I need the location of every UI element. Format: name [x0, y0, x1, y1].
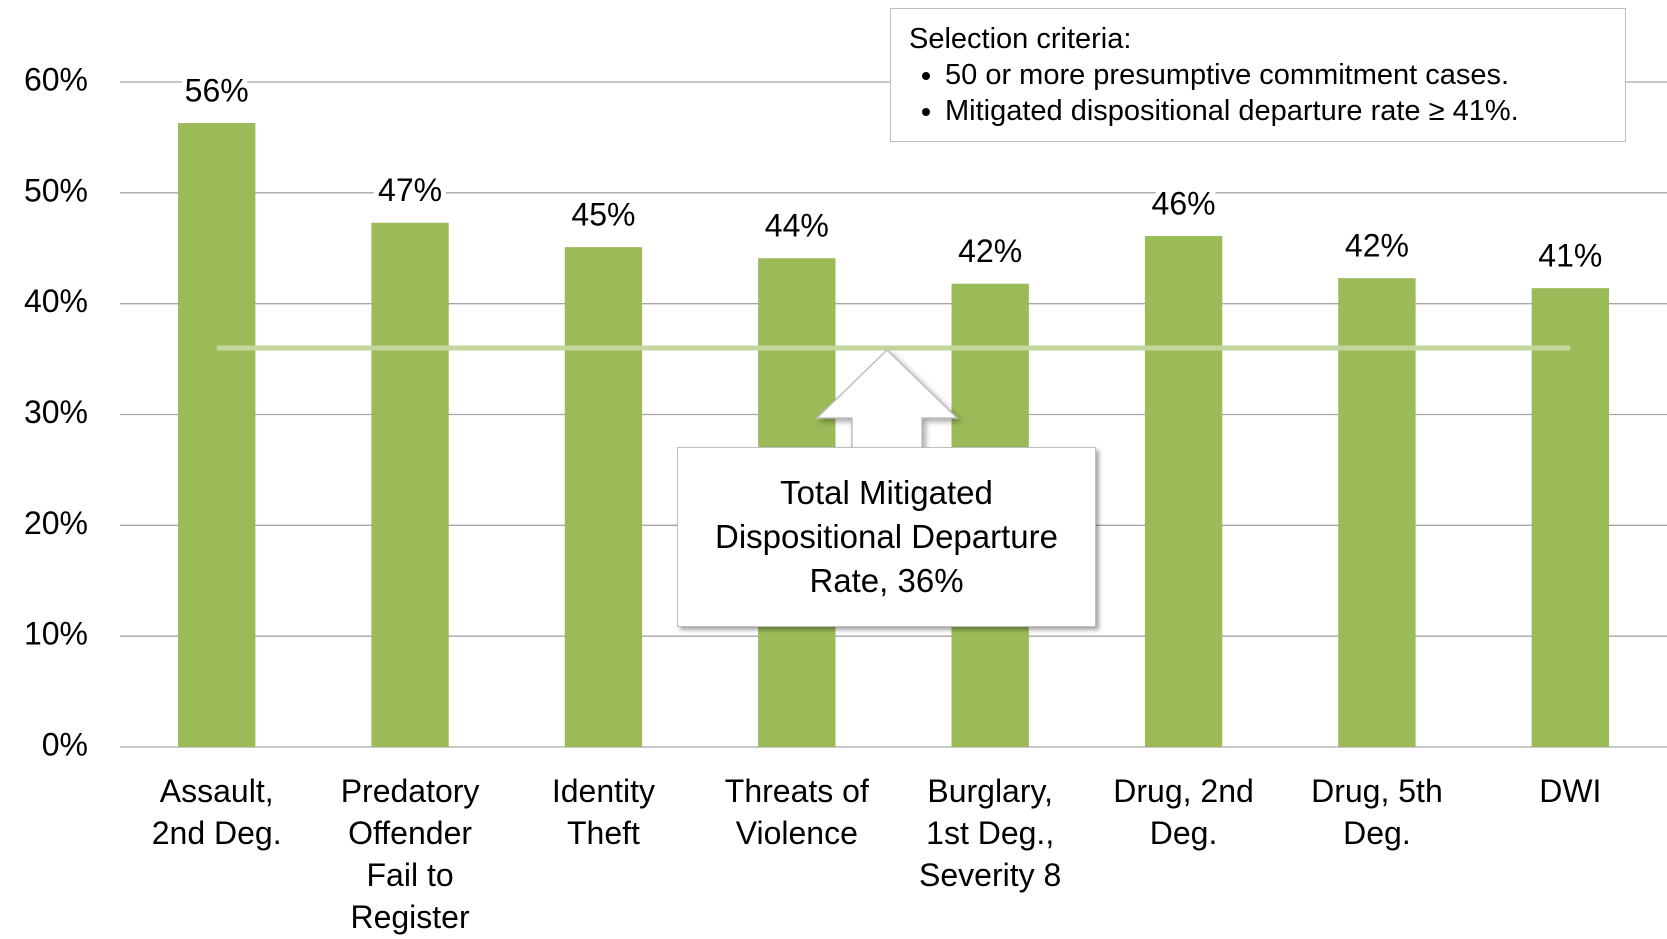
y-tick-label: 60% [24, 61, 88, 97]
x-tick-label: Drug, 2nd Deg. [1113, 773, 1254, 851]
criteria-list: 50 or more presumptive commitment cases.… [909, 57, 1625, 129]
bar [1144, 236, 1223, 747]
x-tick-label: Threats of Violence [724, 773, 869, 851]
y-tick-label: 30% [24, 394, 88, 430]
selection-criteria-box: Selection criteria: 50 or more presumpti… [890, 8, 1626, 142]
bar [178, 123, 256, 748]
value-label: 45% [571, 197, 635, 233]
value-label: 42% [958, 233, 1022, 269]
criteria-title: Selection criteria: [909, 23, 1132, 55]
criteria-item: 50 or more presumptive commitment cases. [945, 57, 1625, 93]
y-tick-label: 10% [24, 616, 88, 652]
value-label: 46% [1152, 186, 1216, 222]
value-label: 44% [765, 208, 829, 244]
x-tick-label: Identity Theft [551, 773, 656, 851]
x-tick-label: Predatory Offender Fail to Register [340, 773, 480, 935]
x-tick-label: DWI [1539, 773, 1602, 809]
bar [371, 222, 449, 748]
value-label: 42% [1345, 228, 1409, 264]
criteria-item: Mitigated dispositional departure rate ≥… [945, 93, 1625, 129]
bar [564, 247, 643, 747]
reference-callout: Total Mitigated Dispositional Departure … [677, 447, 1096, 627]
x-tick-label: Burglary, 1st Deg., Severity 8 [919, 773, 1062, 893]
value-label: 47% [378, 172, 442, 208]
y-tick-label: 20% [24, 505, 88, 541]
x-tick-label: Drug, 5th Deg. [1311, 773, 1443, 851]
y-tick-label: 50% [24, 172, 88, 208]
value-label: 41% [1538, 238, 1602, 274]
reference-label: Total Mitigated Dispositional Departure … [714, 474, 1058, 599]
x-tick-label: Assault, 2nd Deg. [151, 773, 282, 851]
bar [1531, 288, 1609, 747]
y-tick-label: 40% [24, 283, 88, 319]
value-label: 56% [185, 72, 249, 108]
bar [1338, 278, 1416, 747]
y-tick-label: 0% [42, 726, 88, 762]
